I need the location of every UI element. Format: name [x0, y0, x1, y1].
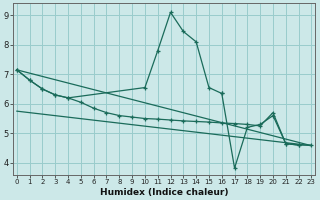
- X-axis label: Humidex (Indice chaleur): Humidex (Indice chaleur): [100, 188, 228, 197]
